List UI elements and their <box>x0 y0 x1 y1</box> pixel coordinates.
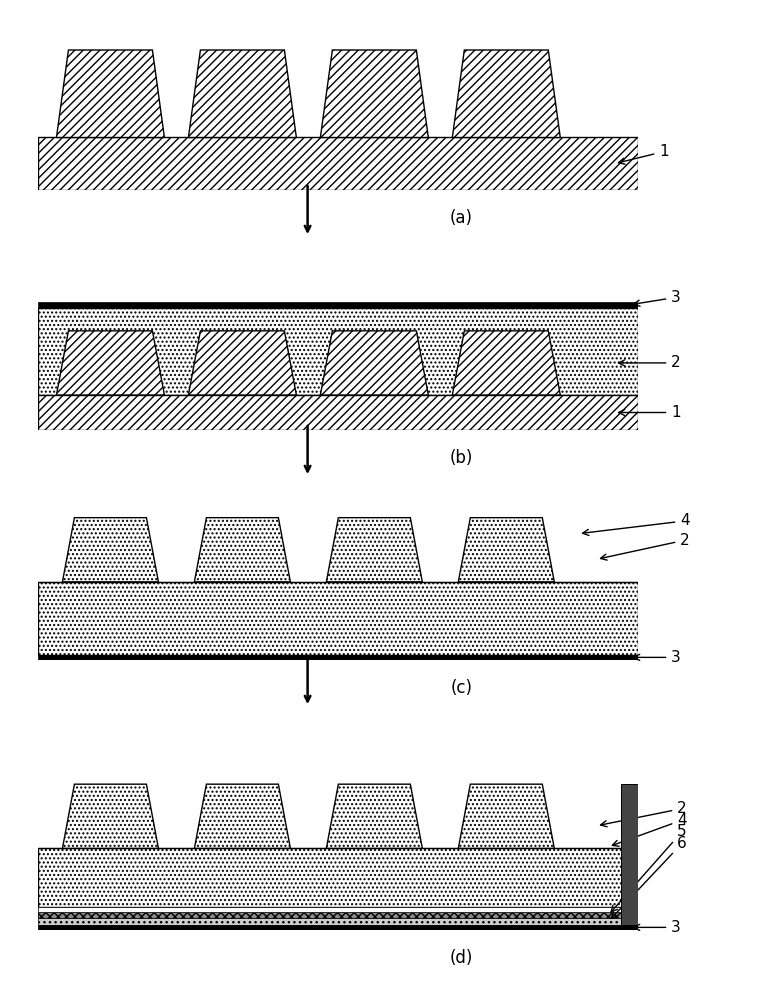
Bar <box>38 918 638 925</box>
Text: (c): (c) <box>451 679 472 697</box>
Text: 2: 2 <box>618 355 681 370</box>
Text: (b): (b) <box>450 449 473 467</box>
Text: 1: 1 <box>618 144 669 164</box>
Text: 1: 1 <box>618 405 681 420</box>
Polygon shape <box>62 518 158 582</box>
Text: 2: 2 <box>601 801 687 827</box>
Bar <box>38 302 638 308</box>
Bar <box>38 925 638 930</box>
Polygon shape <box>195 784 291 848</box>
Text: 3: 3 <box>634 650 681 665</box>
Bar <box>38 907 638 912</box>
Text: (a): (a) <box>450 209 473 227</box>
Polygon shape <box>326 784 422 848</box>
Bar <box>38 308 638 395</box>
Polygon shape <box>321 50 428 137</box>
Polygon shape <box>458 784 554 848</box>
Bar <box>38 137 638 190</box>
Polygon shape <box>195 518 291 582</box>
Bar <box>38 395 638 430</box>
Text: 2: 2 <box>601 533 690 560</box>
Polygon shape <box>188 50 296 137</box>
Polygon shape <box>458 518 554 582</box>
Polygon shape <box>452 50 561 137</box>
Polygon shape <box>56 50 165 137</box>
Bar <box>621 784 638 925</box>
Text: (d): (d) <box>450 949 473 967</box>
Polygon shape <box>56 331 165 395</box>
Text: 4: 4 <box>612 813 687 846</box>
Polygon shape <box>326 518 422 582</box>
Polygon shape <box>321 331 428 395</box>
Polygon shape <box>452 331 561 395</box>
Bar <box>38 655 638 660</box>
Bar <box>38 582 638 655</box>
Text: 3: 3 <box>634 920 681 935</box>
Polygon shape <box>188 331 296 395</box>
Bar <box>38 848 638 907</box>
Text: 3: 3 <box>634 290 681 306</box>
Text: 5: 5 <box>611 824 687 912</box>
Text: 6: 6 <box>611 836 687 918</box>
Text: 4: 4 <box>583 513 690 535</box>
Polygon shape <box>62 784 158 848</box>
Bar <box>38 912 638 918</box>
Bar <box>38 912 52 918</box>
